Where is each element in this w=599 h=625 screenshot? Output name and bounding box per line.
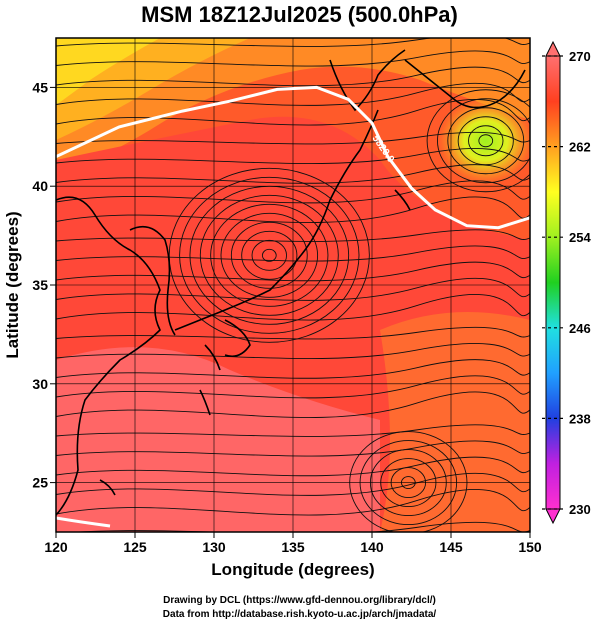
stream-line-11 xyxy=(56,245,530,262)
stream-line-6 xyxy=(56,148,530,165)
coast-segment-2 xyxy=(174,109,379,331)
stream-line-23 xyxy=(56,472,530,496)
field-pink-south xyxy=(56,347,380,532)
stream-line-15 xyxy=(56,326,530,340)
stream-line-7 xyxy=(56,164,530,184)
colorbar-label-238: 238 xyxy=(569,411,591,426)
stream-line-17 xyxy=(56,359,530,379)
colorbar-label-246: 246 xyxy=(569,321,591,336)
stream-line-9 xyxy=(56,196,530,223)
credit-data: Data from http://database.rish.kyoto-u.a… xyxy=(162,609,437,620)
stream-line-0 xyxy=(56,38,530,47)
coast-segment-6 xyxy=(404,59,526,109)
credit-drawing: Drawing by DCL (https://www.gfd-dennou.o… xyxy=(163,595,436,606)
stream-loop-1-5 xyxy=(210,203,329,307)
y-tick-label-30: 30 xyxy=(32,376,48,392)
stream-line-20 xyxy=(56,424,530,437)
stream-line-14 xyxy=(56,294,530,321)
x-axis-ticks: 120 125 130 135 140 145 150 xyxy=(44,532,542,555)
stream-line-24 xyxy=(56,489,530,516)
coast-segment-1 xyxy=(129,225,176,336)
stream-line-16 xyxy=(56,343,530,360)
colorbar-bottom-arrow xyxy=(545,508,561,525)
stream-loop-0-5 xyxy=(426,89,530,193)
coast-segment-7 xyxy=(199,389,211,416)
stream-line-8 xyxy=(56,180,530,204)
x-tick-label-145: 145 xyxy=(439,539,463,555)
contour-southwest xyxy=(56,516,111,528)
field-orange-southeast xyxy=(380,312,530,532)
stream-loop-1-3 xyxy=(230,221,308,289)
y-tick-label-25: 25 xyxy=(32,475,48,491)
stream-line-5 xyxy=(56,131,530,145)
stream-line-19 xyxy=(56,391,530,418)
plot-area: 5820.0 xyxy=(56,38,530,532)
colorbar-label-270: 270 xyxy=(569,49,591,64)
x-tick-label-125: 125 xyxy=(123,539,147,555)
y-tick-label-40: 40 xyxy=(32,178,48,194)
map-title: MSM 18Z12Jul2025 (500.0hPa) xyxy=(141,2,458,27)
colorbar-label-230: 230 xyxy=(569,502,591,517)
y-axis-ticks: 25 30 35 40 45 xyxy=(32,79,56,491)
stream-loop-0-4 xyxy=(437,98,530,184)
stream-loop-1-8 xyxy=(179,176,360,334)
coast-segment-8 xyxy=(99,479,116,496)
colorbar-fill xyxy=(545,55,561,510)
stream-line-3 xyxy=(56,82,530,106)
grid-lines xyxy=(56,38,530,532)
stream-line-1 xyxy=(56,50,530,67)
stream-loop-1-2 xyxy=(241,230,298,280)
coast-segment-9 xyxy=(394,189,411,211)
stream-loop-0-3 xyxy=(447,107,525,175)
x-tick-label-150: 150 xyxy=(518,539,542,555)
stream-loop-1-0 xyxy=(261,248,277,262)
field-yellow-nw xyxy=(56,38,160,105)
stream-line-13 xyxy=(56,277,530,301)
colorbar: 270 262 254 246 238 230 xyxy=(542,40,591,525)
x-axis-title: Longitude (degrees) xyxy=(211,560,374,579)
contour-5820 xyxy=(56,85,530,230)
stream-loop-1-4 xyxy=(220,212,319,298)
colorbar-label-262: 262 xyxy=(569,140,591,155)
stream-loop-1-6 xyxy=(199,194,339,316)
stream-line-18 xyxy=(56,375,530,399)
stream-line-21 xyxy=(56,440,530,457)
stream-loop-0-0 xyxy=(478,134,494,148)
stream-line-10 xyxy=(56,229,530,242)
x-tick-label-130: 130 xyxy=(202,539,226,555)
y-axis-title: Latitude (degrees) xyxy=(3,211,22,358)
x-tick-label-120: 120 xyxy=(44,539,68,555)
coast-segment-0 xyxy=(56,196,161,516)
y-tick-label-35: 35 xyxy=(32,277,48,293)
cold-vortex-0 xyxy=(437,96,530,185)
coast-segment-3 xyxy=(224,319,251,358)
colorbar-ticks: 270 262 254 246 238 230 xyxy=(542,49,591,517)
colorbar-top-arrow xyxy=(545,40,561,57)
x-tick-label-140: 140 xyxy=(360,539,384,555)
stream-loop-0-1 xyxy=(468,125,504,157)
y-tick-label-45: 45 xyxy=(32,79,48,95)
coastlines xyxy=(56,49,526,516)
x-tick-label-135: 135 xyxy=(281,539,305,555)
colorbar-label-254: 254 xyxy=(569,230,591,245)
stream-line-2 xyxy=(56,66,530,87)
stream-loop-1-1 xyxy=(251,239,287,271)
stream-line-22 xyxy=(56,456,530,477)
